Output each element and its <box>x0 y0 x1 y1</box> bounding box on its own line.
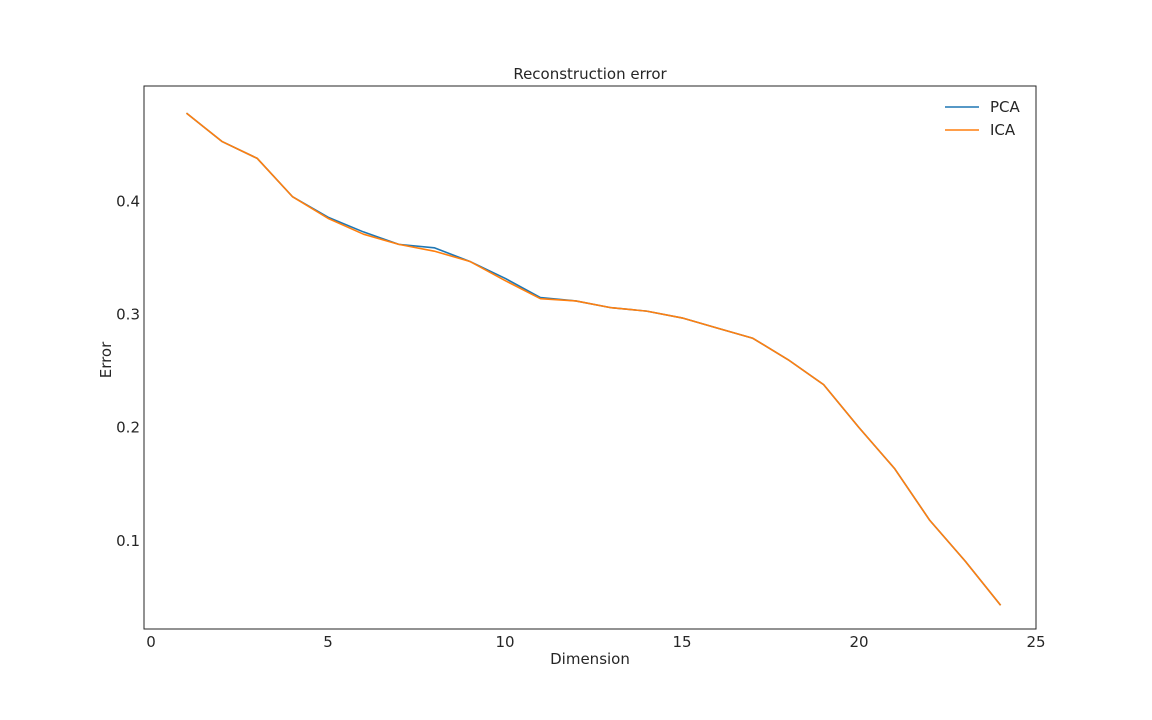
series-line-ica <box>185 112 1002 606</box>
legend-label-ica: ICA <box>990 121 1016 139</box>
x-tick-label: 25 <box>1026 633 1045 651</box>
y-tick-label: 0.4 <box>116 192 140 210</box>
y-tick-label: 0.1 <box>116 532 140 550</box>
legend: PCA ICA <box>945 98 1021 139</box>
y-axis-label: Error <box>97 341 115 378</box>
legend-label-pca: PCA <box>990 98 1021 116</box>
x-tick-label: 20 <box>849 633 868 651</box>
x-tick-label: 0 <box>146 633 156 651</box>
x-axis-label: Dimension <box>550 650 630 668</box>
plot-background <box>144 86 1036 629</box>
plot-frame <box>143 85 1037 630</box>
y-tick-label: 0.2 <box>116 419 140 437</box>
x-tick-label: 10 <box>496 633 515 651</box>
chart-title: Reconstruction error <box>513 65 667 83</box>
x-tick-labels: 0 5 10 15 20 25 <box>146 633 1045 651</box>
y-tick-label: 0.3 <box>116 306 140 324</box>
x-tick-label: 5 <box>323 633 333 651</box>
y-tick-labels: 0.1 0.2 0.3 0.4 <box>116 192 140 549</box>
x-tick-label: 15 <box>672 633 691 651</box>
series-layer <box>185 112 1002 606</box>
